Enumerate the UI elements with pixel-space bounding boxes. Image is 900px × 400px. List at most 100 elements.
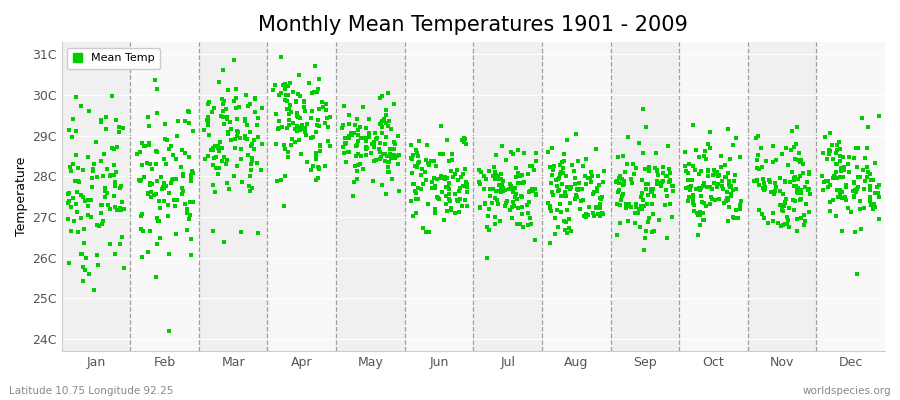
Point [439,184,454,190]
Point [85,184,99,190]
Point [734,206,748,212]
Point [860,164,874,170]
Point [117,265,131,272]
Point [298,124,312,131]
Point [517,178,531,185]
Point [486,186,500,193]
Point [292,114,307,121]
Point [374,118,389,124]
Point [243,188,257,194]
Point [692,186,706,193]
Point [794,190,808,196]
Point [369,157,383,164]
Point [719,189,733,195]
Point [153,235,167,242]
Point [418,169,432,175]
Point [375,182,390,189]
Point [495,188,509,194]
Point [628,165,643,172]
Bar [542,42,610,351]
Point [99,126,113,132]
Point [829,212,843,219]
Point [278,173,293,180]
Point [651,172,665,178]
Point [824,199,838,206]
Point [696,199,710,205]
Point [774,204,788,210]
Point [238,133,252,140]
Point [142,142,157,148]
Point [528,150,543,156]
Point [306,163,320,169]
Point [133,178,148,184]
Point [387,152,401,158]
Point [272,124,286,131]
Point [444,205,458,211]
Point [791,175,806,182]
Point [136,228,150,234]
Point [156,184,170,191]
Point [292,72,306,78]
Point [216,107,230,114]
Point [481,212,495,219]
Point [350,132,365,138]
Point [224,137,238,143]
Point [632,140,646,146]
Point [440,208,454,214]
Point [310,117,325,124]
Point [368,130,382,136]
Point [362,116,376,122]
Point [338,158,353,165]
Point [786,196,800,203]
Point [428,183,443,189]
Point [364,150,378,156]
Point [347,130,362,136]
Point [639,181,653,187]
Point [800,178,814,185]
Point [824,141,839,148]
Point [661,235,675,242]
Point [148,148,163,154]
Point [312,165,327,172]
Point [367,144,382,150]
Point [556,150,571,157]
Point [864,202,878,208]
Point [290,123,304,129]
Point [787,183,801,190]
Point [489,172,503,178]
Point [641,180,655,187]
Point [351,161,365,168]
Point [313,142,328,148]
Point [544,208,558,215]
Point [589,205,603,211]
Point [254,166,268,173]
Point [220,180,235,187]
Point [454,203,469,210]
Point [96,218,111,224]
Point [687,122,701,128]
Point [494,176,508,182]
Point [374,139,388,146]
Point [511,170,526,177]
Point [621,201,635,207]
Point [68,152,83,159]
Point [152,205,166,212]
Point [863,183,878,189]
Point [629,200,643,207]
Point [436,151,450,158]
Point [789,228,804,234]
Point [97,194,112,200]
Point [374,156,388,162]
Point [427,158,441,164]
Point [867,206,881,212]
Point [631,210,645,216]
Point [789,216,804,222]
Point [292,124,307,131]
Point [148,161,163,167]
Point [868,160,882,166]
Point [307,89,321,95]
Point [279,106,293,112]
Point [144,166,158,172]
Point [778,178,792,184]
Point [197,127,211,133]
